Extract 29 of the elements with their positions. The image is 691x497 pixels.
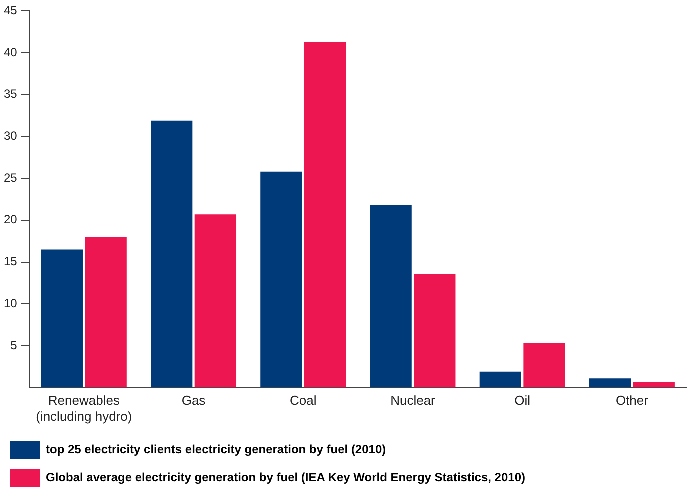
- bar: [589, 378, 632, 388]
- bar: [194, 214, 237, 388]
- bar: [151, 120, 193, 388]
- x-tick-label: Coal: [290, 393, 317, 408]
- y-tick-label: 10: [4, 296, 18, 310]
- bar: [633, 382, 675, 388]
- y-tick-label: 35: [4, 87, 18, 102]
- bar: [41, 250, 84, 388]
- y-tick-label: 45: [4, 4, 18, 18]
- bar: [524, 343, 566, 388]
- bar: [260, 172, 302, 388]
- x-tick-label: Oil: [514, 393, 531, 408]
- x-tick-label: Other: [616, 393, 650, 408]
- bar: [370, 205, 412, 388]
- y-tick-label: 40: [4, 45, 18, 60]
- x-tick-label: Nuclear: [390, 393, 436, 408]
- bar: [85, 237, 127, 388]
- y-tick-label: 15: [4, 254, 18, 269]
- bar: [414, 274, 456, 388]
- bar: [304, 42, 346, 388]
- y-tick-label: 5: [10, 338, 18, 352]
- y-tick-label: 25: [4, 170, 18, 185]
- legend-label: Global average electricity generation by fuel (IEA Key World Energy Statistics, 2010): [46, 470, 526, 484]
- y-tick-label: 30: [4, 129, 18, 144]
- bar: [480, 372, 522, 388]
- x-tick-label: Renewables (including hydro): [36, 393, 132, 424]
- x-tick-label: Gas: [182, 393, 206, 408]
- legend-label: top 25 electricity clients electricity generation by fuel (2010): [46, 442, 386, 456]
- y-tick-label: 20: [4, 212, 18, 227]
